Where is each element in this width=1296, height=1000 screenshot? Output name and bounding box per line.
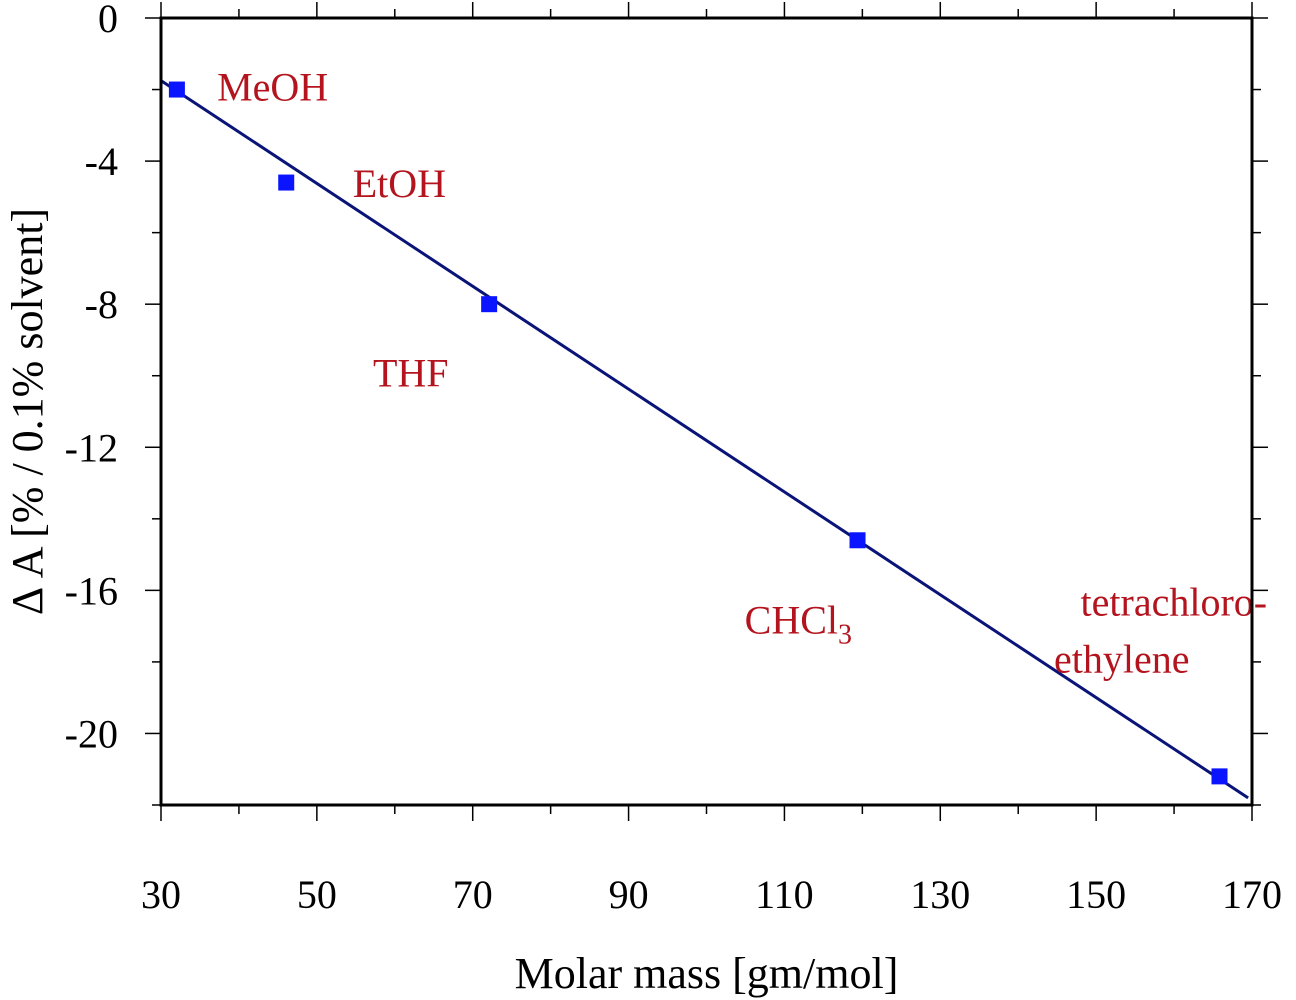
plot-frame <box>159 16 1254 807</box>
fit-line-group <box>160 79 1249 800</box>
x-tick-label: 170 <box>1222 872 1282 917</box>
label-tetrachloro-1: tetrachloro- <box>1081 579 1268 624</box>
label-thf: THF <box>373 350 449 395</box>
data-point <box>481 296 498 313</box>
data-point <box>1211 768 1228 785</box>
y-tick-label: 0 <box>98 0 118 41</box>
y-axis-title: Δ A [% / 0.1% solvent] <box>3 208 52 615</box>
label-tetrachloro-2: ethylene <box>1054 637 1190 682</box>
data-point <box>849 532 866 549</box>
data-point <box>278 174 295 191</box>
x-tick-label: 130 <box>910 872 970 917</box>
data-points <box>168 81 1228 785</box>
tick-labels: 30 50 70 90 110 130 150 170 0 -4 -8 -12 -16 -20 <box>65 0 1282 917</box>
y-tick-label: -16 <box>65 568 118 613</box>
x-tick-label: 150 <box>1066 872 1126 917</box>
x-tick-label: 30 <box>141 872 181 917</box>
x-tick-label: 90 <box>609 872 649 917</box>
x-tick-label: 50 <box>297 872 337 917</box>
x-axis-title: Molar mass [gm/mol] <box>515 949 899 998</box>
label-chcl3: CHCl3 <box>745 597 852 650</box>
y-tick-label: -20 <box>65 711 118 756</box>
label-etoh: EtOH <box>353 161 446 206</box>
fit-line <box>160 79 1249 800</box>
x-tick-label: 110 <box>755 872 814 917</box>
point-annotations: MeOH EtOH THF CHCl3 tetrachloro-ethylene <box>217 64 1267 681</box>
y-tick-label: -4 <box>85 139 118 184</box>
label-meoh: MeOH <box>217 64 328 109</box>
y-tick-label: -8 <box>85 282 118 327</box>
x-tick-label: 70 <box>453 872 493 917</box>
data-point <box>168 81 185 98</box>
y-tick-label: -12 <box>65 425 118 470</box>
